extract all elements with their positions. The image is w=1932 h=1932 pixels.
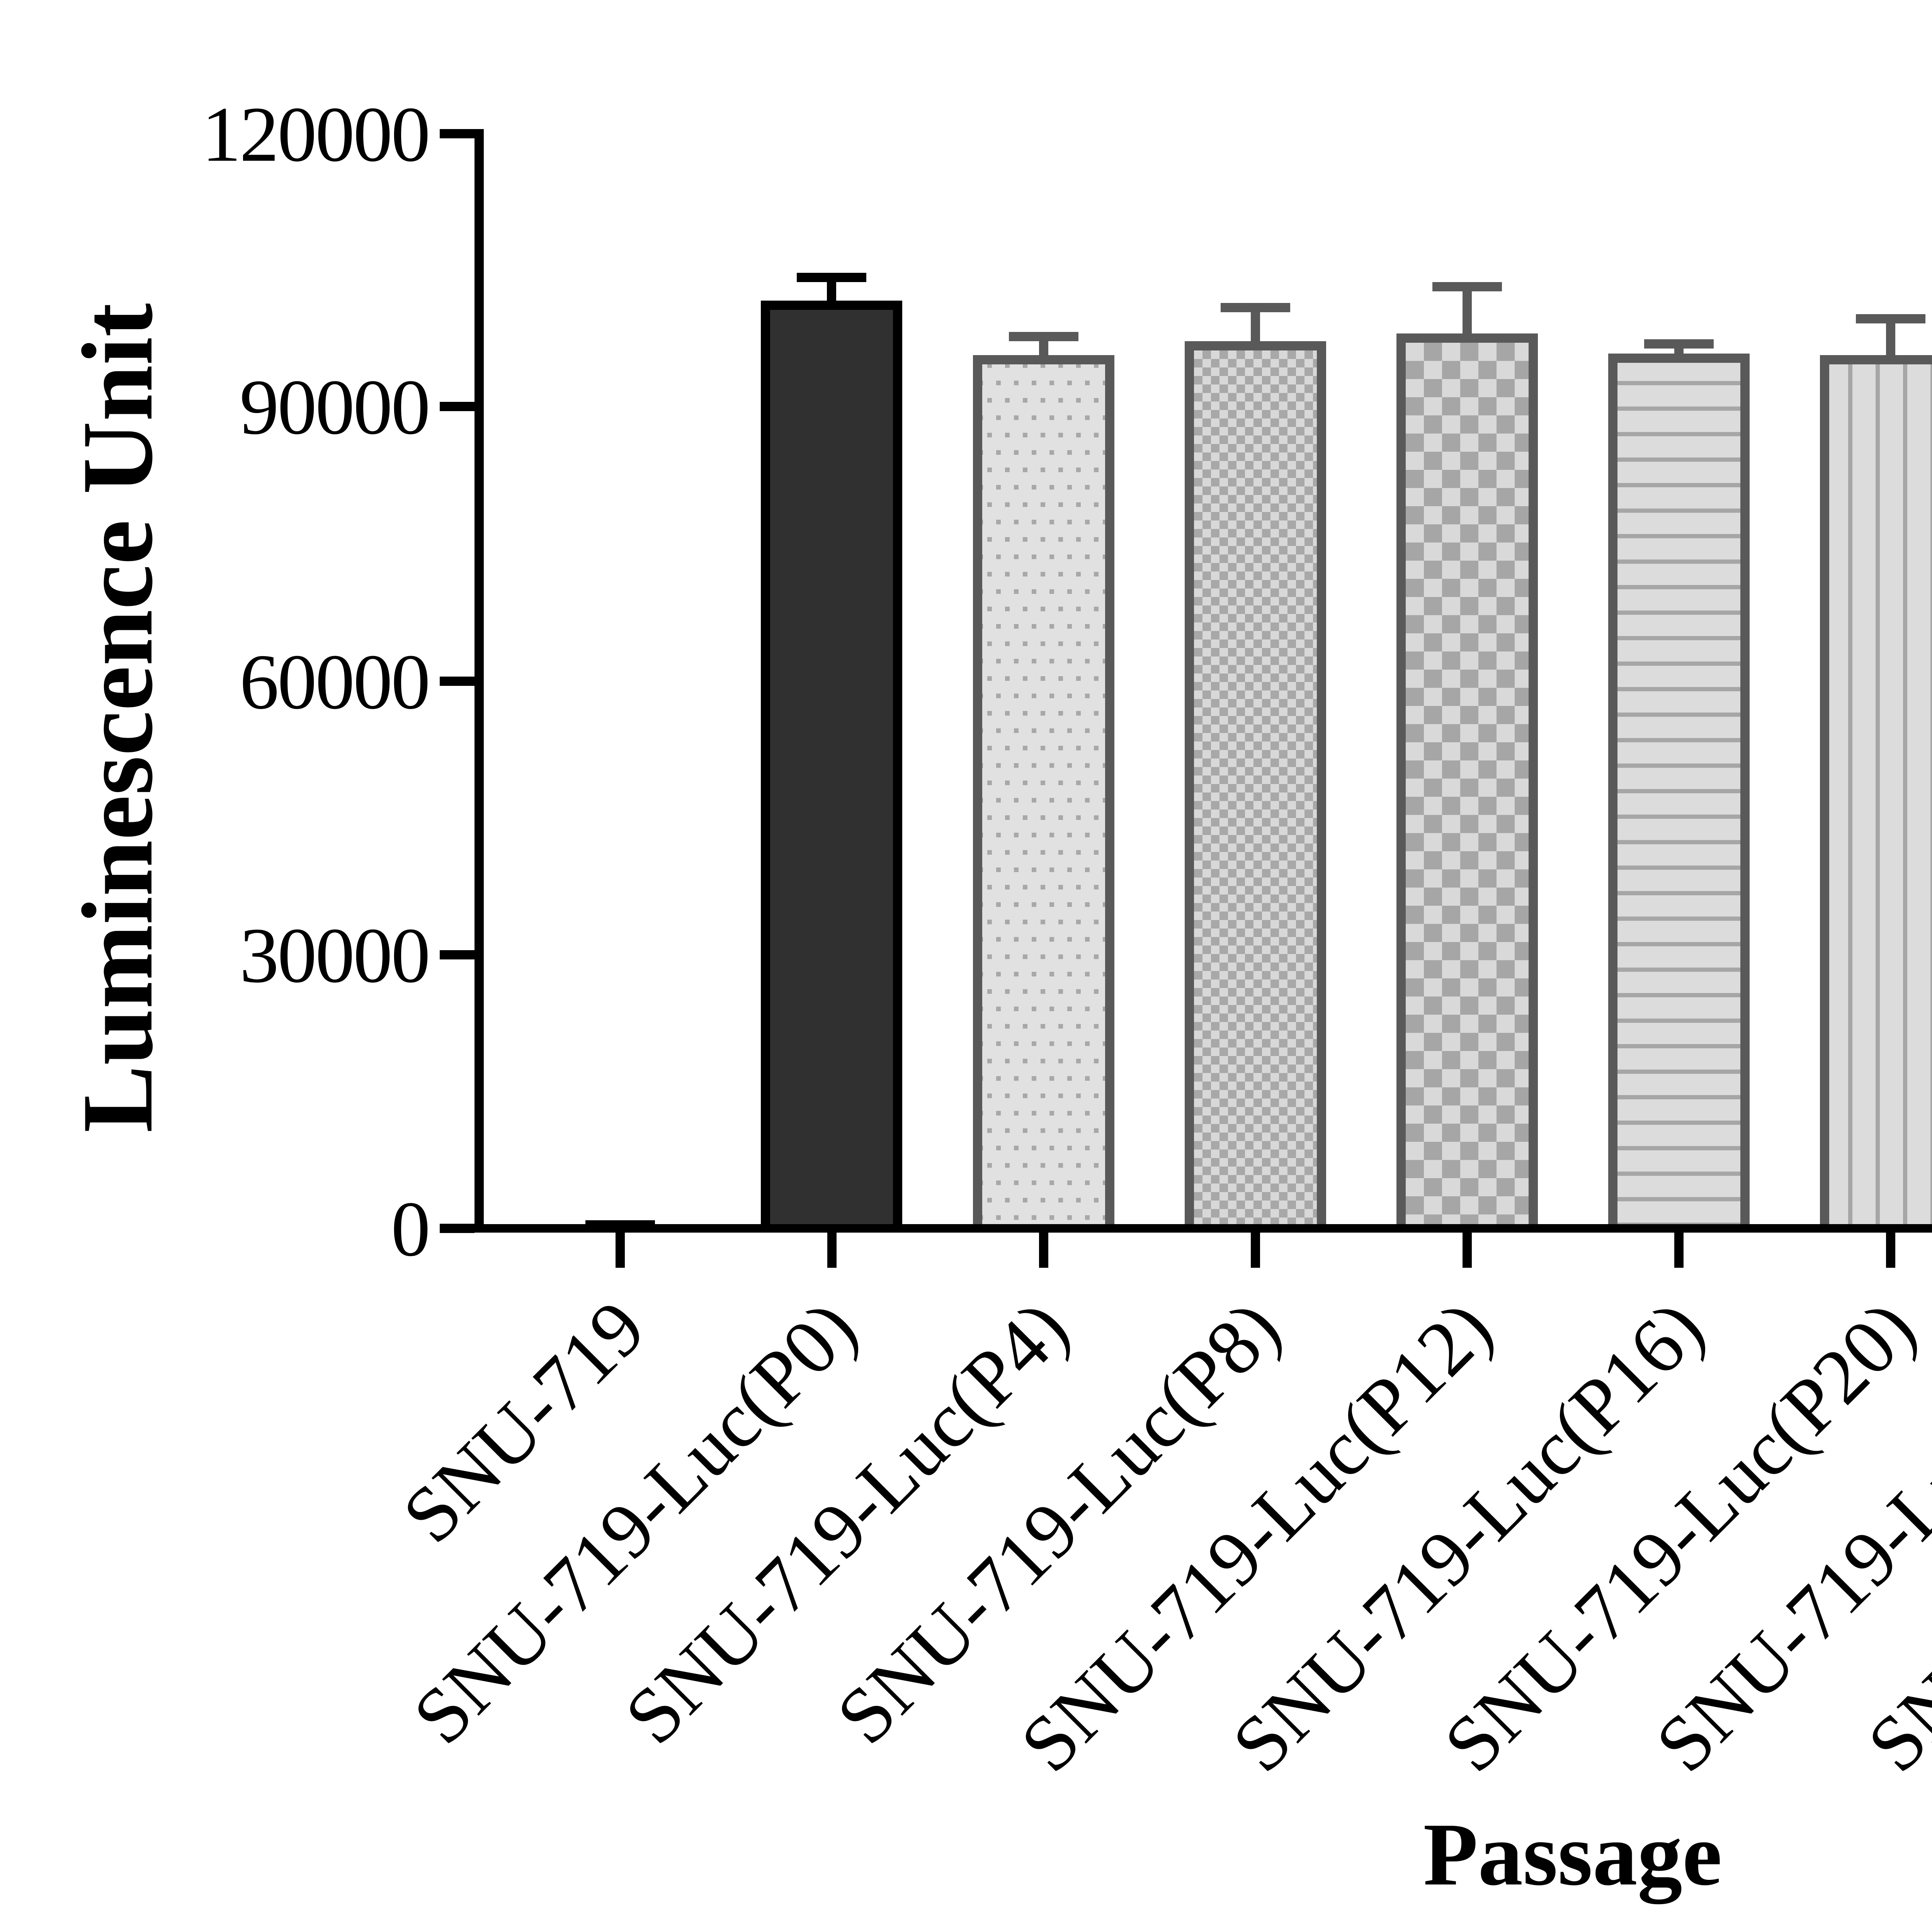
svg-text:60000: 60000 [240,638,429,726]
svg-text:Passage: Passage [1423,1805,1722,1904]
svg-text:Luminescence Unit: Luminescence Unit [61,302,173,1133]
svg-text:90000: 90000 [240,364,429,451]
svg-text:30000: 30000 [240,912,429,999]
svg-text:120000: 120000 [202,91,429,178]
svg-text:0: 0 [391,1185,429,1273]
